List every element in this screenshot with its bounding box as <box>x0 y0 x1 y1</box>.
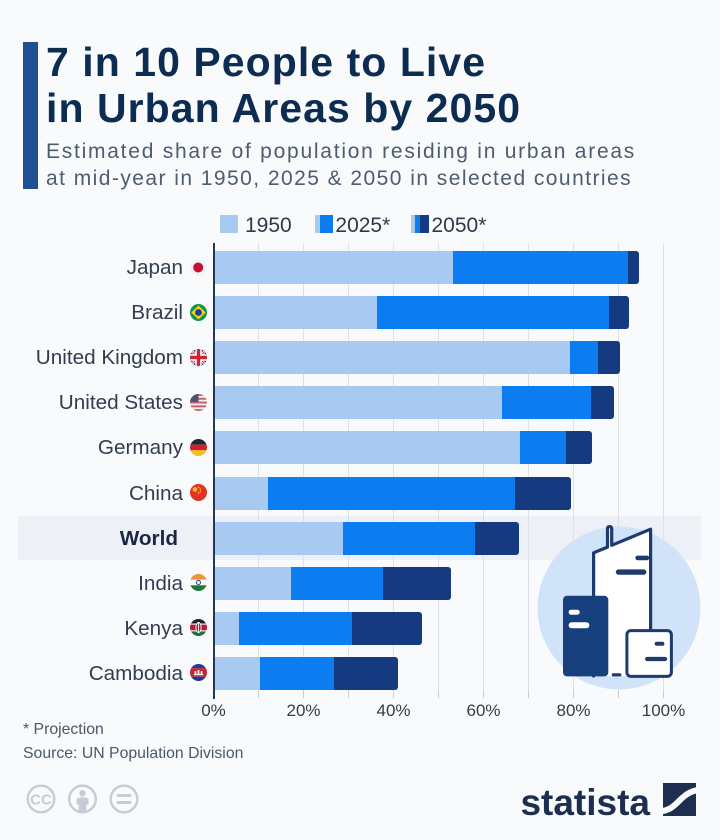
svg-text:CC: CC <box>30 792 52 809</box>
